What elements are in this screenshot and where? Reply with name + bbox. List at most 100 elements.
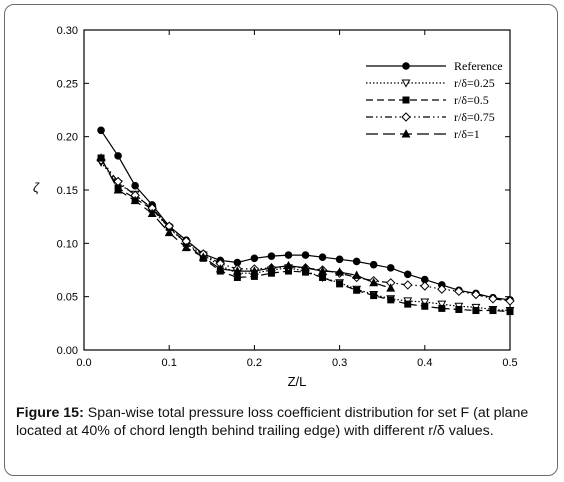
legend-item: r/δ=0.75 [366, 110, 495, 124]
legend-item: r/δ=1 [366, 127, 480, 141]
data-point [130, 195, 140, 205]
y-tick-label: 0.30 [57, 25, 78, 37]
y-tick-label: 0.25 [57, 78, 78, 90]
data-point [164, 227, 174, 237]
legend-item: r/δ=0.25 [366, 76, 495, 90]
legend-marker [401, 112, 411, 122]
series-4 [96, 155, 515, 306]
data-point [181, 242, 191, 252]
data-point [318, 253, 327, 262]
data-point [250, 254, 259, 263]
data-point [506, 308, 514, 316]
caption-label: Figure 15: [16, 405, 84, 421]
data-point [505, 296, 515, 306]
data-point [198, 252, 208, 261]
legend-marker [402, 62, 410, 70]
data-point [147, 208, 157, 217]
figure-frame [4, 4, 558, 476]
x-axis-label: Z/L [288, 374, 307, 389]
series-line [100, 157, 511, 313]
legend-marker [402, 96, 410, 104]
data-point [267, 252, 276, 260]
data-point [284, 251, 293, 259]
data-point [420, 298, 430, 307]
data-point [404, 300, 412, 308]
data-point [336, 280, 344, 288]
legend: Reference r/δ=0.25 r/δ=0.5 r/δ=0.75 r/δ=1 [366, 59, 503, 141]
data-point [335, 255, 344, 264]
data-point [113, 185, 123, 194]
x-tick-label: 0.2 [247, 357, 262, 369]
legend-item: Reference [366, 59, 503, 73]
legend-marker [401, 79, 411, 88]
data-point [369, 260, 378, 269]
data-point [335, 267, 345, 276]
caption-text: Span-wise total pressure loss coefficien… [16, 405, 529, 439]
data-point [386, 264, 395, 272]
legend-label: r/δ=0.5 [454, 93, 489, 107]
data-point [97, 126, 105, 135]
data-point [403, 280, 413, 290]
data-point [420, 281, 430, 291]
figure-caption: Figure 15: Span-wise total pressure loss… [16, 404, 546, 440]
data-point [370, 292, 378, 300]
data-point [472, 307, 480, 315]
series-5 [96, 153, 396, 292]
data-point [403, 270, 412, 279]
x-tick-label: 0.0 [76, 357, 91, 369]
legend-item: r/δ=0.5 [366, 93, 489, 107]
data-point [471, 289, 481, 300]
series-1 [97, 126, 514, 304]
data-point [249, 266, 259, 275]
y-axis: 0.00 0.05 0.10 0.15 0.20 0.25 0.30 [57, 25, 510, 357]
y-axis-label: ζ [33, 180, 40, 195]
series-line [100, 161, 511, 312]
data-point [301, 251, 310, 259]
x-axis: 0.0 0.1 0.2 0.3 0.4 0.5 [76, 30, 518, 369]
data-point [437, 300, 447, 309]
data-point [131, 181, 139, 190]
series-layer [96, 126, 515, 316]
line-chart: 0.000.050.100.150.200.250.30 0.0 0.1 0.2 0.… [33, 25, 518, 389]
data-point [319, 273, 327, 281]
data-point [215, 264, 225, 273]
data-point [489, 307, 497, 315]
x-tick-label: 0.1 [162, 357, 177, 369]
y-tick-label: 0.15 [57, 185, 78, 197]
y-tick-label: 0.20 [57, 132, 78, 144]
series-line [100, 157, 391, 289]
data-point [437, 284, 447, 294]
data-point [369, 277, 379, 287]
data-point [301, 262, 310, 272]
data-point [386, 283, 396, 292]
data-point [488, 294, 498, 304]
data-point [267, 262, 276, 272]
data-point [454, 286, 464, 297]
data-point [438, 304, 446, 312]
series-3 [97, 154, 514, 316]
legend-label: Reference [454, 59, 503, 73]
data-point [114, 152, 122, 160]
x-tick-label: 0.5 [502, 357, 517, 369]
data-point [353, 286, 361, 294]
y-tick-label: 0.05 [57, 292, 78, 304]
x-tick-label: 0.4 [417, 357, 432, 369]
y-tick-label: 0.00 [57, 345, 78, 357]
data-point [284, 260, 293, 270]
data-point [318, 266, 327, 275]
plot-area [83, 29, 511, 351]
series-line [100, 159, 511, 302]
y-tick-label: 0.10 [57, 238, 78, 250]
legend-label: r/δ=0.75 [454, 110, 495, 124]
data-point [96, 153, 106, 162]
data-point [387, 296, 395, 304]
series-2 [96, 158, 515, 316]
data-point [232, 266, 242, 275]
data-point [421, 302, 429, 310]
legend-label: r/δ=0.25 [454, 76, 495, 90]
legend-marker [401, 129, 411, 138]
data-point [352, 257, 361, 266]
x-tick-label: 0.3 [332, 357, 347, 369]
data-point [352, 270, 362, 279]
data-point [455, 305, 463, 313]
